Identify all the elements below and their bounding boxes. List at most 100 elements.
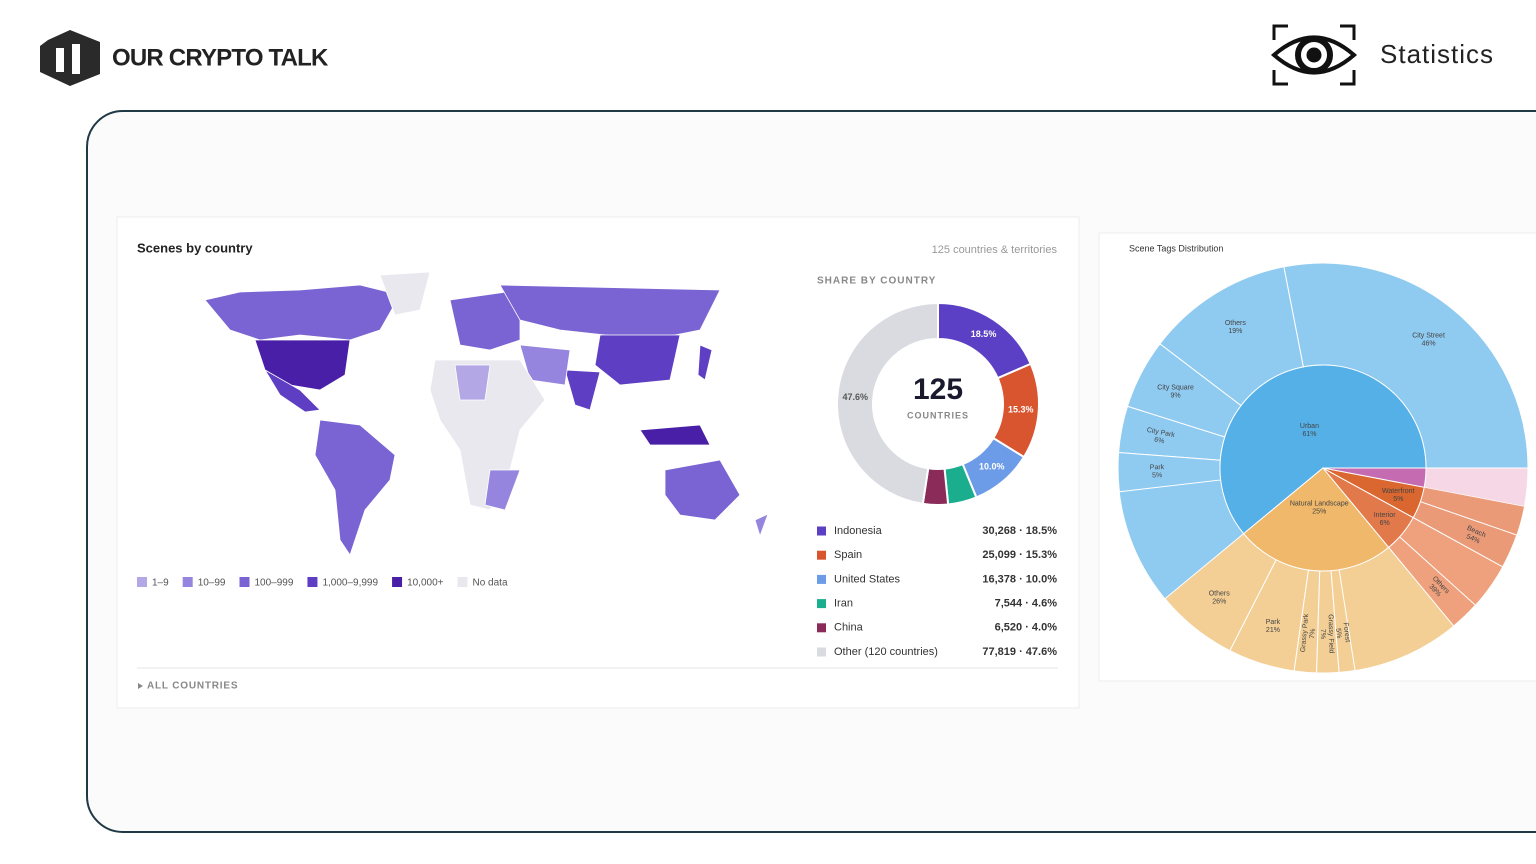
legend-swatch [182, 577, 193, 587]
legend-label: 1–9 [152, 578, 169, 589]
card-subtitle: 125 countries & territories [932, 244, 1058, 256]
sunburst-value: 26% [1212, 598, 1226, 605]
sunburst-label: Others [1225, 320, 1247, 327]
sunburst-label: Grassy Park [1300, 613, 1310, 652]
legend-name: Other (120 countries) [834, 646, 938, 658]
sunburst-label: City Street [1412, 333, 1445, 340]
sunburst-label: Grassy Field [1327, 614, 1335, 654]
sunburst-value: 5% [1334, 628, 1342, 639]
sunburst-label: Natural Landscape [1290, 501, 1349, 508]
inner-segment [1219, 364, 1427, 535]
logo-cut [56, 48, 64, 72]
sunburst-value: 5% [1152, 472, 1162, 479]
donut-slice [836, 301, 939, 505]
legend-label: 10,000+ [407, 578, 444, 589]
legend-swatch [307, 577, 318, 587]
sunburst-value: 7% [1309, 628, 1317, 639]
region [564, 369, 601, 411]
card-title: Scenes by country [137, 240, 253, 255]
legend-label: 10–99 [198, 578, 226, 589]
region [519, 344, 571, 386]
sunburst-value: 6% [1154, 436, 1165, 445]
sunburst-label: Forest [1342, 622, 1351, 643]
all-countries-toggle[interactable]: ALL COUNTRIES [147, 681, 238, 692]
section-title: Statistics [1380, 39, 1494, 69]
legend-swatch [817, 574, 826, 584]
sunburst-label: City Square [1157, 385, 1194, 392]
sunburst-label: Waterfront [1382, 488, 1414, 495]
donut-center-label: COUNTRIES [907, 410, 969, 420]
legend-name: China [834, 622, 864, 634]
sunburst-value: 7% [1319, 629, 1326, 639]
sunburst-value: 5% [1393, 496, 1403, 503]
legend-value: 77,819 · 47.6% [982, 646, 1057, 658]
sunburst-label: Others [1209, 590, 1231, 597]
donut-legend: Indonesia 30,268 · 18.5% Spain 25,099 · 15.… [817, 525, 1057, 658]
sunburst-value: 19% [1228, 328, 1242, 335]
slice-label: 10.0% [979, 462, 1005, 472]
legend-value: 7,544 · 4.6% [995, 598, 1058, 610]
sunburst-value: 9% [1171, 393, 1181, 400]
slice-label: 15.3% [1008, 404, 1034, 414]
legend-swatch [137, 577, 147, 587]
region [204, 284, 401, 341]
region [263, 368, 321, 413]
sunburst-label: Park [1150, 464, 1165, 471]
region [454, 364, 491, 401]
slice-label: 18.5% [971, 329, 997, 339]
slice-label: 47.6% [842, 392, 868, 402]
sunburst-value: 61% [1302, 431, 1316, 438]
region [314, 419, 396, 556]
sunburst-title: Scene Tags Distribution [1129, 243, 1223, 253]
map-legend: 1–9 10–99 100–999 1,000–9,999 10,000+ No data [137, 577, 508, 589]
legend-swatch [239, 577, 250, 587]
region [664, 459, 741, 521]
logo [40, 30, 100, 86]
sunburst-label: Urban [1300, 423, 1319, 430]
region [639, 424, 711, 446]
region [484, 469, 521, 511]
legend-value: 25,099 · 15.3% [982, 549, 1057, 561]
sunburst-label: Interior [1374, 512, 1396, 519]
region [594, 334, 681, 386]
legend-name: United States [834, 573, 901, 585]
legend-value: 6,520 · 4.0% [995, 622, 1058, 634]
legend-name: Indonesia [834, 525, 883, 537]
legend-swatch [457, 577, 468, 587]
region [754, 513, 769, 538]
donut-center-value: 125 [913, 373, 963, 406]
sunburst-label: Park [1266, 619, 1281, 626]
legend-label: 100–999 [255, 578, 294, 589]
legend-swatch [817, 623, 826, 633]
sunburst-value: 25% [1312, 509, 1326, 516]
inner-segment [1322, 467, 1425, 519]
expand-arrow[interactable] [138, 683, 143, 689]
legend-swatch [817, 550, 826, 560]
donut-title: SHARE BY COUNTRY [817, 276, 936, 287]
region [379, 271, 431, 316]
sunburst-value: 21% [1266, 627, 1280, 634]
legend-name: Spain [834, 549, 862, 561]
legend-label: No data [473, 578, 508, 589]
legend-name: Iran [834, 598, 853, 610]
legend-swatch [817, 647, 826, 657]
logo-mark [40, 30, 100, 86]
legend-swatch [817, 599, 826, 609]
sunburst-value: 46% [1422, 341, 1436, 348]
eye-icon [1270, 24, 1358, 86]
legend-swatch [392, 577, 403, 587]
legend-label: 1,000–9,999 [322, 578, 378, 589]
region [429, 359, 546, 511]
region [697, 344, 713, 381]
legend-value: 30,268 · 18.5% [982, 525, 1057, 537]
legend-value: 16,378 · 10.0% [982, 573, 1057, 585]
logo-cut [72, 44, 80, 74]
sunburst-value: 6% [1380, 520, 1390, 527]
legend-swatch [817, 526, 826, 536]
donut-chart: 18.5% 15.3% 10.0% 47.6% [836, 301, 1040, 506]
brand: OUR CRYPTO TALK [112, 44, 329, 71]
world-map [204, 271, 769, 556]
